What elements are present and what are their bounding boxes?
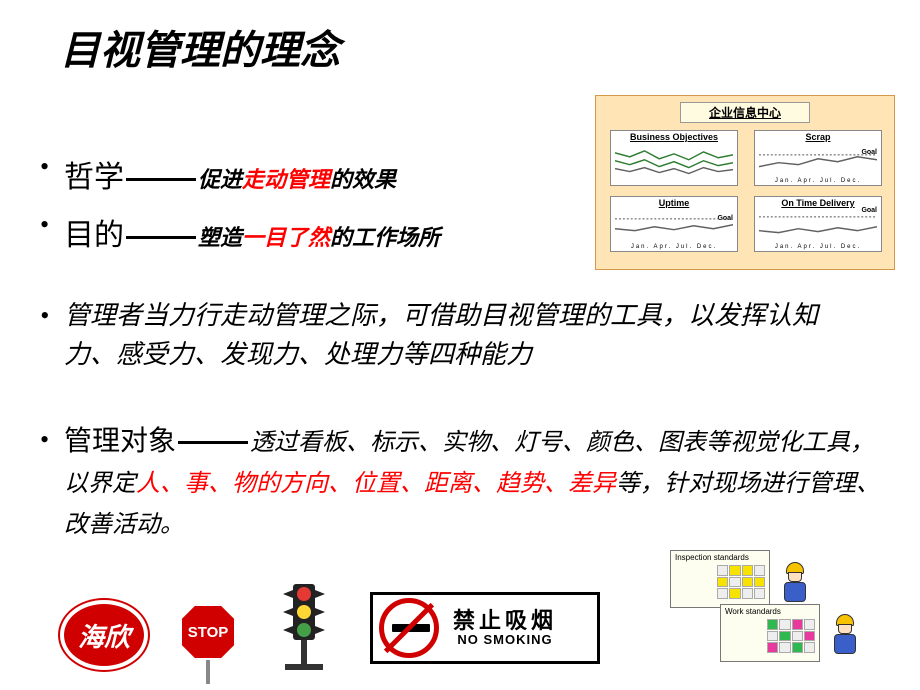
sparkline-icon: [615, 145, 733, 175]
b1-label: 哲学: [64, 161, 124, 194]
b2-pre: 塑造: [198, 225, 242, 250]
tile-a-title: Business Objectives: [611, 131, 737, 142]
months-label: Jan. Apr. Jul. Dec.: [755, 244, 881, 250]
doc-b-label: Work standards: [725, 607, 781, 616]
no-smoking-icon: [379, 598, 439, 658]
info-center-box: 企业信息中心 Business Objectives Scrap Goal Ja…: [595, 95, 895, 270]
dash-icon: [126, 236, 196, 239]
doc-a-label: Inspection standards: [675, 553, 749, 562]
sparkline-icon: [759, 211, 877, 241]
b1-red: 走动管理: [242, 167, 330, 192]
grid-icon: [767, 619, 815, 653]
grid-icon: [717, 565, 765, 599]
nosmoking-cn: 禁止吸烟: [453, 609, 557, 633]
standards-cards: Inspection standards Work standards: [660, 550, 890, 670]
bullet-objects: 管理对象透过看板、标示、实物、灯号、颜色、图表等视觉化工具，以界定人、事、物的方…: [64, 420, 884, 544]
pole: [206, 660, 210, 684]
b4-label: 管理对象: [64, 426, 176, 457]
infobox-title: 企业信息中心: [680, 102, 810, 123]
dash-icon: [178, 441, 248, 444]
worker-icon: [828, 614, 862, 658]
b2-label: 目的: [64, 219, 124, 252]
b1-pre: 促进: [198, 167, 242, 192]
stop-text: STOP: [180, 604, 236, 660]
stop-sign-icon: STOP: [180, 604, 236, 660]
b4-red: 人、事、物的方向、位置、距离、趋势、差异: [136, 471, 616, 497]
no-smoking-sign: 禁止吸烟 NO SMOKING: [370, 592, 600, 664]
tile-c-title: Uptime: [611, 197, 737, 208]
work-standards-card: Work standards: [720, 604, 820, 662]
traffic-light-icon: [265, 580, 343, 670]
page-title: 目视管理的理念: [60, 18, 340, 76]
tile-b-title: Scrap: [755, 131, 881, 142]
months-label: Jan. Apr. Jul. Dec.: [755, 178, 881, 184]
b2-red: 一目了然: [242, 225, 330, 250]
months-label: Jan. Apr. Jul. Dec.: [611, 244, 737, 250]
slide: 目视管理的理念 哲学 促进走动管理的效果 目的 塑造一目了然的工作场所 管理者当力行…: [0, 0, 920, 690]
nosmoking-text: 禁止吸烟 NO SMOKING: [453, 609, 557, 647]
icon-row: 海欣 STOP 禁止吸烟 NO SMOKING: [60, 580, 890, 670]
bullet-managers: 管理者当力行走动管理之际，可借助目视管理的工具，以发挥认知力、感受力、发现力、处…: [64, 296, 864, 374]
bullet-philosophy: 哲学 促进走动管理的效果: [64, 152, 396, 196]
dash-icon: [126, 178, 196, 181]
inspection-standards-card: Inspection standards: [670, 550, 770, 608]
sparkline-icon: [759, 145, 877, 175]
nosmoking-en: NO SMOKING: [453, 633, 557, 647]
cigarette-icon: [392, 624, 430, 632]
worker-icon: [778, 562, 812, 606]
haixin-logo-icon: 海欣: [60, 600, 148, 670]
bullet-purpose: 目的 塑造一目了然的工作场所: [64, 210, 440, 254]
tile-uptime: Uptime Goal Jan. Apr. Jul. Dec.: [610, 196, 738, 252]
tile-scrap: Scrap Goal Jan. Apr. Jul. Dec.: [754, 130, 882, 186]
tile-delivery: On Time Delivery Goal Jan. Apr. Jul. Dec…: [754, 196, 882, 252]
b1-post: 的效果: [330, 167, 396, 192]
b2-post: 的工作场所: [330, 225, 440, 250]
tile-business-objectives: Business Objectives: [610, 130, 738, 186]
sparkline-icon: [615, 211, 733, 241]
